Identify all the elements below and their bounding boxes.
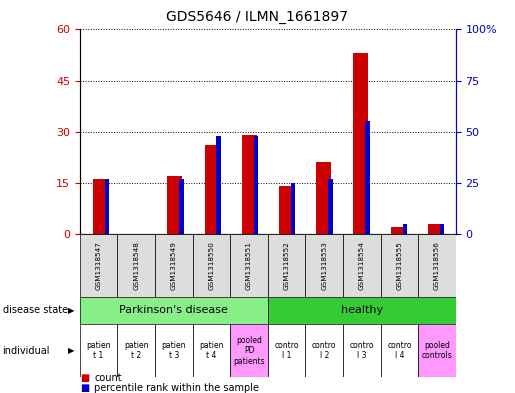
Bar [291,183,295,234]
Bar [80,297,268,324]
Bar [381,324,418,377]
Text: ▶: ▶ [68,346,75,355]
Text: GSM1318547: GSM1318547 [96,241,101,290]
Bar [230,324,268,377]
Text: patien
t 3: patien t 3 [162,341,186,360]
Text: percentile rank within the sample: percentile rank within the sample [94,383,259,393]
Text: GDS5646 / ILMN_1661897: GDS5646 / ILMN_1661897 [166,10,349,24]
Bar [117,234,155,297]
Text: contro
l 4: contro l 4 [387,341,411,360]
Bar [365,121,370,234]
Text: GSM1318551: GSM1318551 [246,241,252,290]
Text: GSM1318549: GSM1318549 [171,241,177,290]
Bar [279,186,294,234]
Bar [403,224,407,234]
Bar [440,224,444,234]
Text: healthy: healthy [341,305,383,316]
Text: count: count [94,373,122,383]
Text: disease state: disease state [3,305,67,316]
Bar [193,234,230,297]
Bar [193,324,230,377]
Bar [316,162,331,234]
Bar [328,179,333,234]
Bar [268,297,456,324]
Text: contro
l 1: contro l 1 [274,341,299,360]
Bar [117,324,155,377]
Bar [418,324,456,377]
Bar [268,234,305,297]
Text: GSM1318556: GSM1318556 [434,241,440,290]
Bar [242,135,256,234]
Text: ■: ■ [80,383,89,393]
Bar [216,136,221,234]
Bar [93,179,108,234]
Text: patien
t 1: patien t 1 [87,341,111,360]
Bar [353,53,368,234]
Bar [305,324,343,377]
Text: Parkinson's disease: Parkinson's disease [119,305,228,316]
Bar [204,145,219,234]
Bar [305,234,343,297]
Bar [391,227,405,234]
Bar [105,179,109,234]
Text: GSM1318552: GSM1318552 [284,241,289,290]
Text: GSM1318548: GSM1318548 [133,241,139,290]
Text: pooled
PD
patients: pooled PD patients [233,336,265,365]
Bar [167,176,182,234]
Text: ▶: ▶ [68,306,75,315]
Bar [80,324,117,377]
Text: contro
l 2: contro l 2 [312,341,336,360]
Text: patien
t 4: patien t 4 [199,341,224,360]
Text: GSM1318555: GSM1318555 [397,241,402,290]
Bar [343,234,381,297]
Text: contro
l 3: contro l 3 [350,341,374,360]
Bar [254,136,258,234]
Bar [381,234,418,297]
Bar [155,324,193,377]
Bar [155,234,193,297]
Text: ■: ■ [80,373,89,383]
Text: patien
t 2: patien t 2 [124,341,148,360]
Text: pooled
controls: pooled controls [422,341,452,360]
Bar [80,234,117,297]
Bar [428,224,443,234]
Text: GSM1318553: GSM1318553 [321,241,327,290]
Text: individual: individual [3,346,50,356]
Text: GSM1318554: GSM1318554 [359,241,365,290]
Bar [268,324,305,377]
Bar [230,234,268,297]
Bar [179,179,184,234]
Bar [343,324,381,377]
Text: GSM1318550: GSM1318550 [209,241,214,290]
Bar [418,234,456,297]
